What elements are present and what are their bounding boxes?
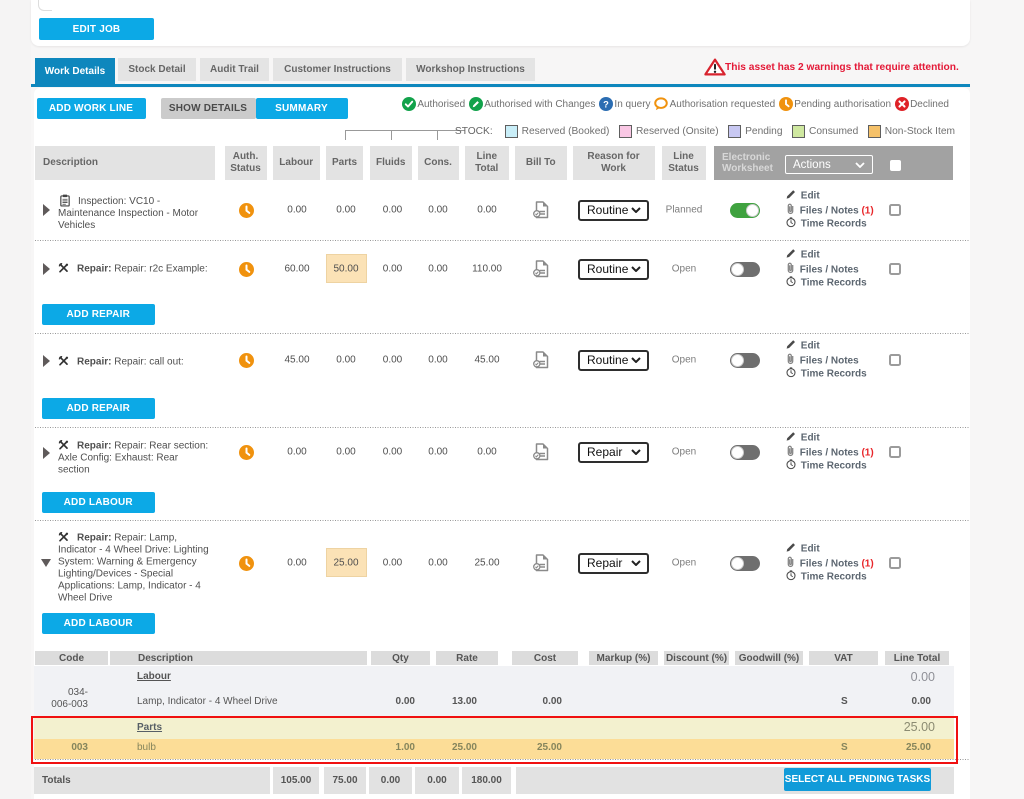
svg-text:?: ?	[603, 99, 609, 109]
